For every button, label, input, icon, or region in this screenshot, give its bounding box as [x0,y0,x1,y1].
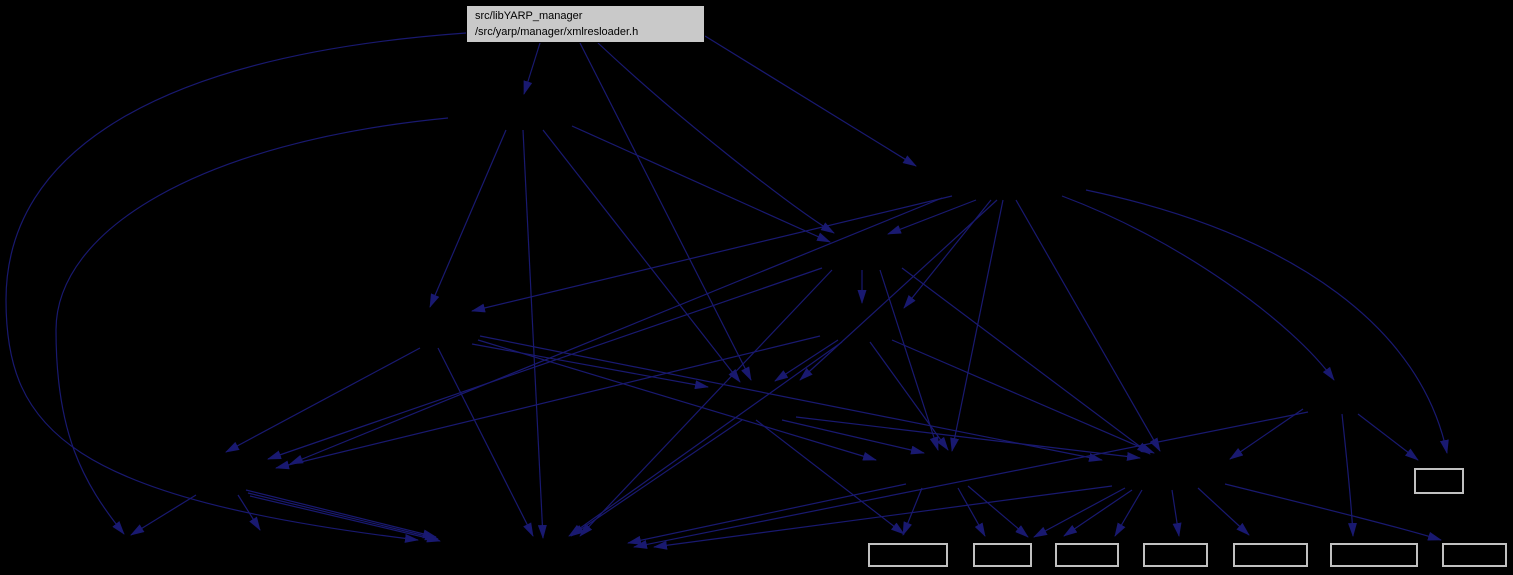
include-edge [795,416,1141,461]
include-edge [891,339,1155,454]
include-edge [289,197,943,465]
include-edge [247,492,439,541]
include-edge [1033,487,1126,538]
include-edge [704,35,917,167]
include-edge [267,267,823,460]
graph-node-bottom-box-3[interactable] [1055,543,1119,567]
root-node-line2: /src/yarp/manager/xmlresloader.h [475,25,639,38]
include-edge [522,129,547,539]
include-edge [245,489,437,539]
include-edge [1229,408,1304,460]
include-edge [1085,189,1449,454]
include-edge [1341,413,1357,537]
include-edge [755,419,905,535]
include-edge [130,494,197,536]
include-edge [1061,195,1335,381]
include-edge [1197,487,1250,536]
include-edge [950,199,1004,452]
include-edge [967,485,1029,538]
root-node-line1: src/libYARP_manager [475,10,583,22]
include-edge [653,485,1113,550]
include-edge [479,335,1103,462]
include-edge [477,339,877,461]
include-edge [542,129,741,383]
include-edge [597,42,835,234]
include-edge [1015,199,1161,452]
include-edge [568,341,843,537]
include-edge [5,32,467,543]
include-edge [869,341,949,451]
include-edge [799,199,998,381]
graph-node-bottom-box-6[interactable] [1330,543,1418,567]
include-edge [633,411,1309,549]
graph-node-bottom-box-2[interactable] [973,543,1032,567]
include-edge [879,269,939,451]
include-edge [902,487,923,536]
include-edge [957,487,986,537]
include-edge [903,199,992,309]
include-edge [55,117,449,535]
include-edge [237,494,261,531]
include-edge [774,339,839,382]
include-edge [570,419,743,537]
include-edge [225,347,421,453]
include-edge [1357,413,1419,461]
include-edge [901,267,1151,455]
include-edge [571,125,831,243]
graph-node-bottom-box-1[interactable] [868,543,948,567]
include-edge [429,129,507,308]
include-edge [471,343,709,390]
include-edge [579,269,833,537]
include-edge [249,495,441,543]
include-edge [523,42,541,95]
graph-node-bottom-box-5[interactable] [1233,543,1308,567]
include-edge [1063,489,1133,537]
include-edge [579,42,752,381]
include-edge [1224,483,1442,541]
include-edge [887,199,977,235]
graph-node-right-box[interactable] [1414,468,1464,494]
include-edge [627,483,907,545]
include-edge [275,335,821,470]
graph-node-bottom-box-7[interactable] [1442,543,1507,567]
include-edge [1114,489,1143,537]
include-edge [1171,489,1182,537]
include-edge [437,347,534,537]
root-node: src/libYARP_manager /src/yarp/manager/xm… [466,5,705,43]
include-edge [471,195,953,313]
graph-node-bottom-box-4[interactable] [1143,543,1208,567]
include-edge [781,419,925,455]
